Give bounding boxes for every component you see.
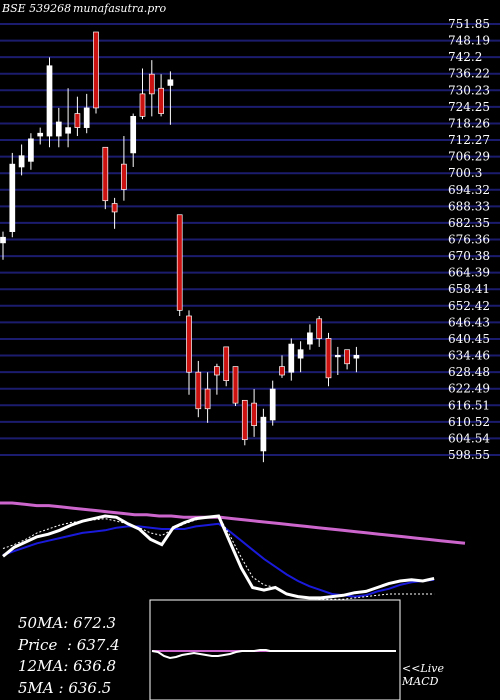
stat-row: 50MA: 672.3: [18, 614, 116, 632]
y-tick-label: 640.45: [448, 332, 490, 346]
candle-body: [9, 163, 16, 232]
macd-line: [151, 649, 396, 660]
line-12ma: [2, 522, 435, 598]
moving-average-lines: [0, 501, 466, 600]
stat-separator: :: [53, 679, 69, 697]
candle-body: [334, 354, 341, 358]
y-tick-label: 718.26: [448, 116, 490, 130]
candle-body: [325, 338, 332, 379]
candle-body: [18, 155, 25, 168]
candle-body: [186, 315, 192, 373]
candle-body: [279, 366, 285, 376]
site-name: munafasutra.pro: [73, 2, 167, 15]
y-tick-label: 742.2: [448, 50, 482, 64]
y-tick-label: 652.42: [448, 299, 490, 313]
y-tick-label: 736.22: [448, 67, 490, 81]
y-tick-label: 622.49: [448, 382, 490, 396]
y-tick-label: 646.43: [448, 315, 490, 329]
y-tick-label: 598.55: [448, 448, 490, 462]
stat-row: 5MA : 636.5: [18, 679, 111, 697]
y-tick-label: 724.25: [448, 100, 490, 114]
candle-body: [241, 399, 248, 441]
y-tick-label: 664.39: [448, 266, 490, 280]
y-tick-label: 712.27: [448, 133, 490, 147]
macd-panel: [149, 599, 401, 700]
stat-separator: :: [57, 636, 77, 654]
candle-body: [55, 121, 62, 137]
line-50ma: [0, 501, 466, 545]
candle-body: [74, 113, 81, 128]
line-signal: [2, 515, 435, 600]
candle-body: [260, 416, 267, 452]
candle-body: [167, 79, 174, 86]
y-tick-label: 700.3: [448, 166, 482, 180]
y-tick-label: 670.38: [448, 249, 490, 263]
stat-value: 637.4: [76, 636, 120, 654]
macd-label: <<Live MACD: [402, 662, 444, 688]
stat-value: 636.5: [68, 679, 112, 697]
y-tick-label: 676.36: [448, 233, 490, 247]
price-gridlines: [0, 23, 500, 456]
candle-body: [93, 31, 99, 109]
candle-body: [251, 402, 257, 426]
candle-body: [232, 366, 239, 404]
y-tick-label: 730.23: [448, 83, 490, 97]
y-tick-label: 634.46: [448, 349, 490, 363]
macd-title: MACD: [402, 675, 439, 688]
candle-body: [65, 127, 71, 134]
y-tick-label: 610.52: [448, 415, 490, 429]
candle-body: [353, 354, 360, 359]
y-tick-label: 751.85: [448, 17, 490, 31]
candle-body: [214, 366, 220, 376]
candle-body: [204, 388, 211, 410]
y-tick-label: 658.41: [448, 282, 490, 296]
candle-body: [148, 73, 155, 95]
candle-body: [344, 349, 350, 365]
candle-body: [139, 93, 146, 117]
candle-body: [130, 116, 137, 154]
candle-body: [223, 346, 230, 381]
price-axis-labels: 751.85 748.19 742.2 736.22 730.23 724.25 718.2…: [448, 17, 490, 462]
stat-value: 672.3: [73, 614, 117, 632]
y-tick-label: 706.29: [448, 150, 490, 164]
candle-body: [288, 343, 295, 373]
candle-body: [102, 146, 109, 202]
stat-row: 12MA: 636.8: [18, 657, 116, 675]
stat-label: 12MA: [18, 657, 64, 675]
candle-body: [307, 332, 313, 345]
y-tick-label: 682.35: [448, 216, 490, 230]
candle-body: [28, 138, 34, 162]
stat-separator: :: [63, 657, 74, 675]
stat-separator: :: [63, 614, 74, 632]
y-tick-label: 688.33: [448, 199, 490, 213]
y-tick-label: 616.51: [448, 398, 490, 412]
candle-body: [176, 214, 183, 311]
candle-body: [111, 203, 118, 213]
y-tick-label: 748.19: [448, 34, 490, 48]
y-tick-label: 604.54: [448, 431, 490, 445]
candle-body: [46, 65, 53, 137]
stat-label: Price: [18, 636, 58, 654]
candlesticks: [0, 31, 360, 463]
candle-body: [195, 371, 202, 410]
candle-body: [269, 388, 276, 421]
candle-body: [0, 236, 6, 244]
y-tick-label: 694.32: [448, 183, 490, 197]
candle-body: [297, 349, 304, 359]
macd-live-label: <<Live: [402, 662, 444, 675]
stat-row: Price : 637.4: [18, 636, 120, 654]
candle-body: [37, 132, 44, 137]
stat-label: 50MA: [18, 614, 64, 632]
stat-label: 5MA: [18, 679, 54, 697]
stat-value: 636.8: [73, 657, 117, 675]
line-5ma: [2, 514, 435, 600]
candle-body: [121, 163, 127, 190]
candle-body: [158, 87, 164, 114]
y-tick-label: 628.48: [448, 365, 490, 379]
exchange-code: BSE 539268: [2, 2, 72, 15]
candle-body: [83, 107, 90, 128]
candle-body: [316, 318, 323, 339]
